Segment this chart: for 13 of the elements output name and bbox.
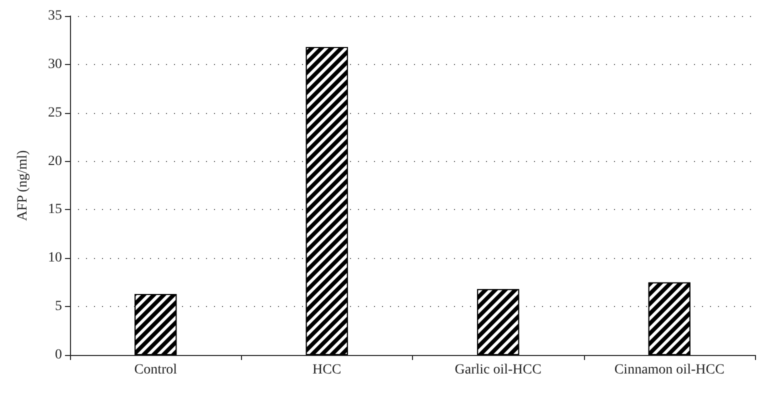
x-tick-label: Cinnamon oil-HCC [614,362,724,378]
x-tick-label: HCC [312,362,342,378]
y-tick-label: 35 [48,8,62,24]
y-tick-label: 0 [55,348,62,362]
x-tick-label: Control [134,362,178,378]
y-axis-title: AFP (ng/ml) [16,150,30,221]
y-tick-label: 30 [48,56,62,72]
y-tick-label: 10 [48,250,62,266]
y-tick-label: 15 [48,202,62,218]
x-tick-label: Garlic oil-HCC [454,362,542,378]
y-tick-label: 25 [48,105,62,120]
y-tick-label: 20 [48,154,62,169]
y-tick-label: 5 [55,299,62,314]
